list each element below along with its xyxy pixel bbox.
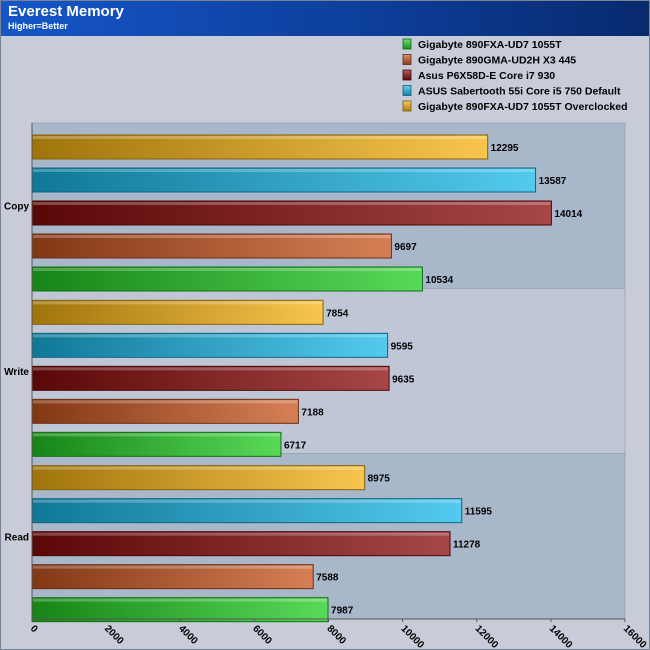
bar-read-series-2	[31, 564, 314, 590]
bar-read-series-4	[31, 498, 463, 524]
value-label: 13587	[539, 176, 567, 187]
x-tick-label: 8000	[324, 623, 348, 647]
bar-highlight	[33, 235, 391, 238]
bar-copy-series-4	[31, 167, 537, 193]
value-label: 12295	[491, 143, 519, 154]
category-label-write: Write	[4, 367, 29, 378]
bar-write-series-1	[31, 431, 282, 457]
value-label: 6717	[284, 440, 307, 451]
value-label: 7188	[301, 407, 324, 418]
bar-highlight	[33, 202, 551, 205]
value-label: 11595	[465, 507, 493, 518]
x-tick-label: 14000	[547, 623, 575, 650]
x-tick-label: 16000	[621, 623, 649, 650]
legend-swatch	[402, 85, 412, 96]
value-label: 11278	[453, 540, 481, 551]
bar-highlight	[33, 598, 328, 602]
bar-copy-series-2	[31, 233, 392, 259]
bar-highlight	[33, 169, 535, 172]
x-tick-label: 10000	[399, 623, 427, 650]
legend-label: Gigabyte 890FXA-UD7 1055T	[418, 39, 562, 51]
legend-swatch	[402, 69, 412, 81]
bar-copy-series-1	[31, 266, 423, 292]
category-label-read: Read	[5, 532, 29, 543]
bar-highlight	[33, 136, 487, 139]
chart-subtitle: Higher=Better	[8, 21, 68, 31]
value-label: 9697	[394, 242, 417, 253]
x-tick-label: 6000	[250, 623, 274, 647]
bar-highlight	[33, 268, 422, 271]
value-label: 9635	[392, 374, 415, 385]
bar-highlight	[33, 565, 313, 569]
bar-highlight	[33, 433, 280, 437]
bar-copy-series-5	[31, 134, 489, 160]
bar-highlight	[33, 301, 323, 305]
value-label: 7854	[326, 308, 349, 319]
bar-highlight	[33, 334, 387, 338]
bar-highlight	[33, 466, 364, 470]
category-label-copy: Copy	[4, 202, 29, 213]
legend-label: Asus P6X58D-E Core i7 930	[418, 70, 555, 82]
bar-write-series-2	[31, 398, 299, 424]
bar-highlight	[33, 532, 449, 536]
value-label: 9595	[391, 341, 414, 352]
legend-label: Gigabyte 890GMA-UD2H X3 445	[418, 55, 576, 67]
chart-title: Everest Memory	[8, 3, 124, 20]
chart-header: Everest Memory Higher=Better	[1, 1, 649, 36]
bar-read-series-5	[31, 465, 366, 491]
x-tick-label: 12000	[473, 623, 501, 650]
x-tick-label: 4000	[176, 623, 200, 647]
bar-copy-series-3	[31, 200, 552, 226]
bar-highlight	[33, 400, 298, 404]
value-label: 14014	[554, 209, 582, 220]
value-label: 10534	[425, 275, 453, 286]
legend-label: Gigabyte 890FXA-UD7 1055T Overclocked	[418, 101, 628, 113]
bar-write-series-5	[31, 299, 324, 325]
value-label: 7987	[331, 606, 354, 617]
bar-highlight	[33, 499, 461, 503]
bar-read-series-3	[31, 531, 451, 557]
x-tick-label: 2000	[102, 623, 126, 647]
legend-swatch	[402, 54, 412, 65]
bar-highlight	[33, 367, 389, 371]
legend-swatch	[402, 100, 412, 112]
bar-write-series-3	[31, 365, 390, 391]
legend-swatch	[402, 38, 412, 50]
x-tick-label: 0	[28, 623, 40, 635]
legend-label: ASUS Sabertooth 55i Core i5 750 Default	[418, 86, 621, 98]
value-label: 8975	[368, 474, 391, 485]
value-label: 7588	[316, 573, 339, 584]
